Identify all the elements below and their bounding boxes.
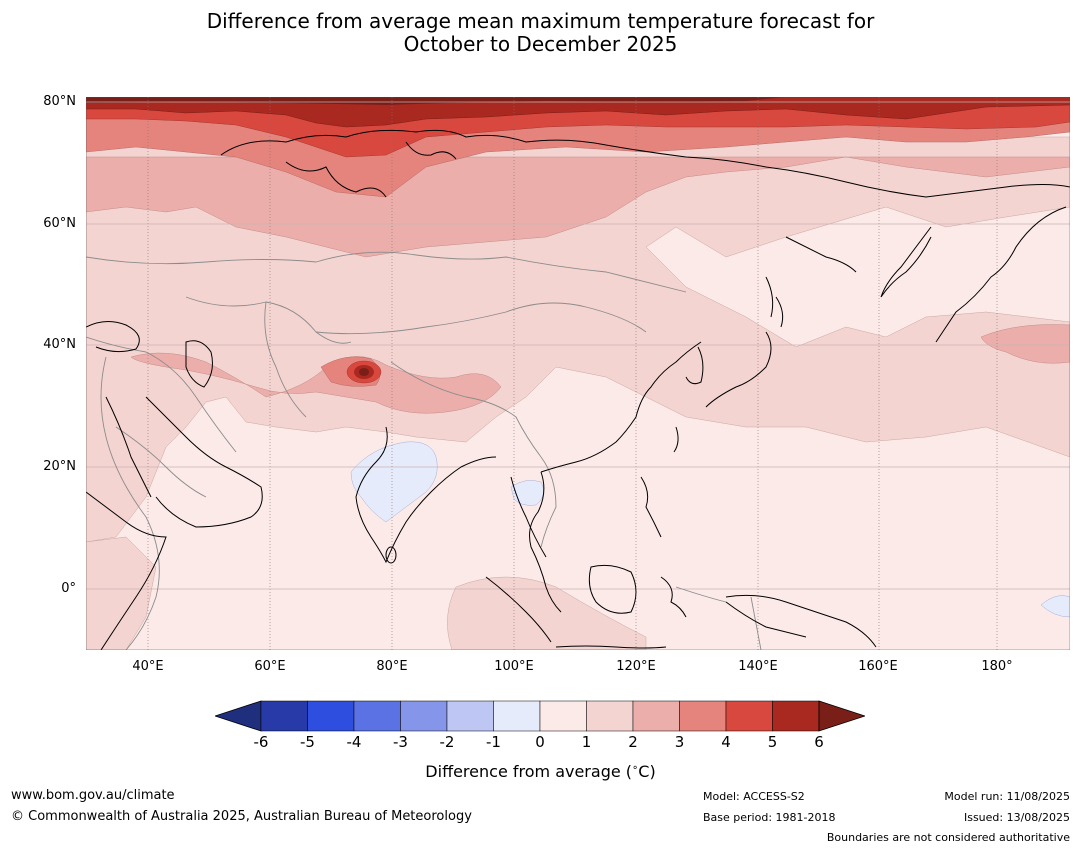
anomaly-cool-indochina xyxy=(510,480,544,506)
colorbar-extend-high xyxy=(818,700,865,732)
colorbar-swatch-7 xyxy=(539,700,587,732)
colorbar-tick-2: 2 xyxy=(628,733,638,751)
lat-label-0: 0° xyxy=(61,581,76,596)
lon-label-140e: 140°E xyxy=(738,659,778,674)
base-period: Base period: 1981-2018 xyxy=(703,811,836,824)
latitude-lines xyxy=(86,101,1070,590)
map-title-line1: Difference from average mean maximum tem… xyxy=(206,9,875,33)
colorbar xyxy=(215,700,865,732)
anomaly-zone-1-2-sea xyxy=(447,576,647,650)
country-boundaries xyxy=(86,251,762,650)
colorbar-swatch-12 xyxy=(772,700,820,732)
colorbar-swatch-1 xyxy=(260,700,308,732)
colorbar-tick-minus6: -6 xyxy=(253,733,269,751)
lon-label-160e: 160°E xyxy=(858,659,898,674)
lat-label-80n: 80°N xyxy=(43,94,76,109)
lon-label-100e: 100°E xyxy=(494,659,534,674)
map-title-line2: October to December 2025 xyxy=(403,32,678,56)
colorbar-swatch-6 xyxy=(493,700,541,732)
colorbar-tick-6: 6 xyxy=(814,733,824,751)
colorbar-tick-0: 0 xyxy=(535,733,545,751)
lat-label-40n: 40°N xyxy=(43,337,76,352)
lat-label-60n: 60°N xyxy=(43,216,76,231)
website-link[interactable]: www.bom.gov.au/climate xyxy=(11,788,175,803)
lon-label-80e: 80°E xyxy=(376,659,408,674)
issued-date: Issued: 13/08/2025 xyxy=(963,811,1070,824)
anomaly-cool-pacific xyxy=(1040,595,1070,618)
lon-label-40e: 40°E xyxy=(132,659,164,674)
copyright-notice: © Commonwealth of Australia 2025, Austra… xyxy=(11,809,472,824)
graticule xyxy=(147,97,998,650)
colorbar-tick-minus4: -4 xyxy=(346,733,362,751)
colorbar-label: Difference from average (∘C) xyxy=(425,762,656,781)
colorbar-swatch-3 xyxy=(353,700,401,732)
colorbar-tick-minus5: -5 xyxy=(300,733,315,751)
anomaly-zone-above-6 xyxy=(86,97,786,105)
colorbar-tick-3: 3 xyxy=(674,733,685,751)
colorbar-swatch-11 xyxy=(725,700,773,732)
colorbar-tick-4: 4 xyxy=(721,733,731,751)
model-run-date: Model run: 11/08/2025 xyxy=(944,790,1070,803)
boundaries-disclaimer: Boundaries are not considered authoritat… xyxy=(826,831,1070,844)
lon-label-60e: 60°E xyxy=(254,659,286,674)
lat-label-20n: 20°N xyxy=(43,459,76,474)
colorbar-swatch-5 xyxy=(446,700,494,732)
anomaly-zone-2-3-east xyxy=(980,324,1070,364)
lon-label-180: 180° xyxy=(981,659,1013,674)
lon-label-120e: 120°E xyxy=(616,659,656,674)
coastlines xyxy=(86,129,1070,650)
anomaly-zone-1-2-west xyxy=(86,536,157,650)
colorbar-swatch-10 xyxy=(679,700,727,732)
colorbar-tick-5: 5 xyxy=(767,733,778,751)
anomaly-cool-india xyxy=(350,441,438,523)
colorbar-extend-low xyxy=(215,700,262,732)
anomaly-zone-2-3-central xyxy=(130,352,502,414)
colorbar-tick-minus2: -2 xyxy=(439,733,455,751)
colorbar-tick-1: 1 xyxy=(581,733,592,751)
forecast-map xyxy=(86,97,1070,650)
model-name: Model: ACCESS-S2 xyxy=(703,790,805,803)
colorbar-swatch-9 xyxy=(632,700,680,732)
colorbar-swatch-4 xyxy=(400,700,448,732)
anomaly-zone-5-6 xyxy=(86,97,1070,128)
colorbar-tick-minus3: -3 xyxy=(393,733,408,751)
anomaly-hotspot-above-6 xyxy=(359,368,369,376)
colorbar-swatch-8 xyxy=(586,700,634,732)
colorbar-swatch-2 xyxy=(307,700,355,732)
colorbar-tick-minus1: -1 xyxy=(486,733,501,751)
